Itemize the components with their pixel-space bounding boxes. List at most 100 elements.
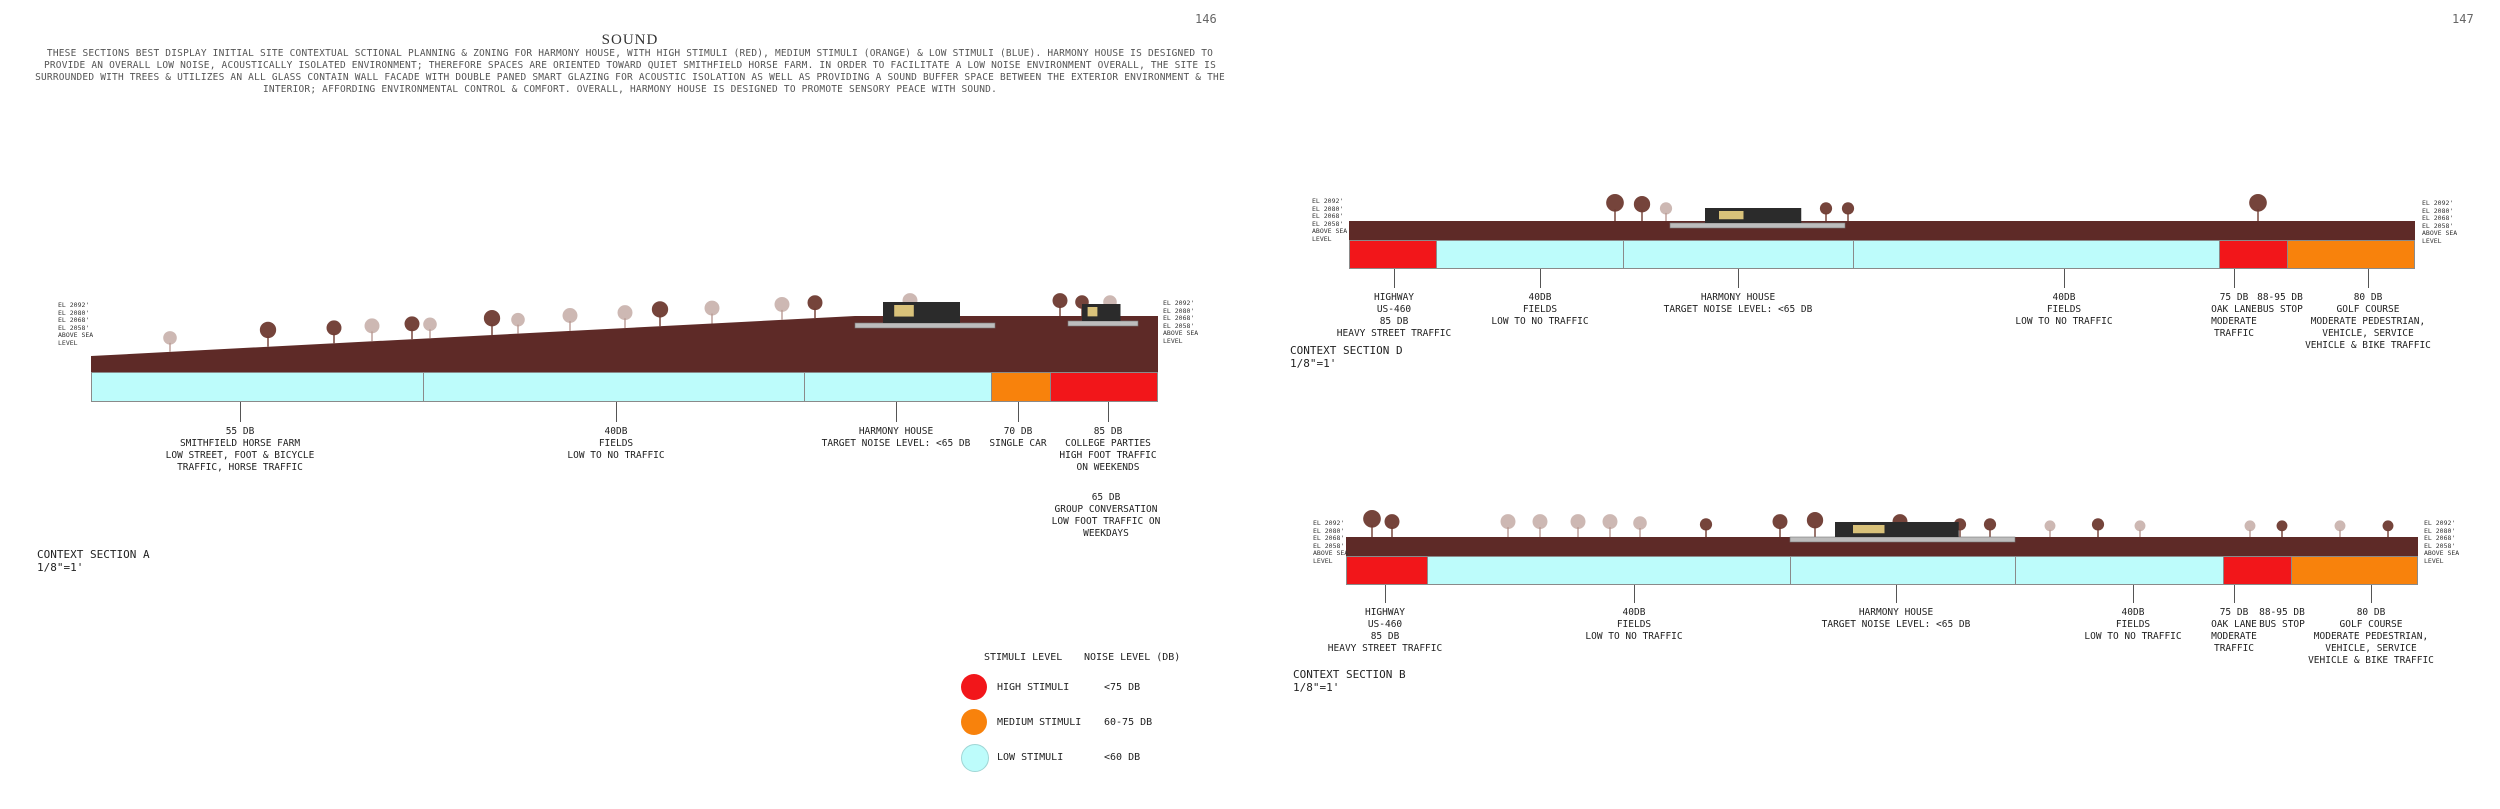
section-d-zone-label-4: 40DB FIELDS LOW TO NO TRAFFIC	[2015, 292, 2112, 328]
section-a-zone-1	[92, 373, 424, 401]
section-b-tree-17-canopy	[2276, 520, 2288, 532]
section-d-zone-5	[2219, 241, 2287, 268]
section-d-zone-label-7: 80 DB GOLF COURSE MODERATE PEDESTRIAN, VEHI…	[2305, 292, 2431, 352]
section-a-harmony-house-plinth	[854, 322, 996, 329]
section-b-tree-2-canopy	[1500, 514, 1516, 530]
section-d-label-line: OAK LANE	[2211, 304, 2257, 315]
section-d-stimuli-strip	[1349, 240, 2415, 269]
section-d-zone-3	[1623, 241, 1853, 268]
section-a-label-line: COLLEGE PARTIES	[1065, 438, 1151, 449]
section-b-zone-1	[1347, 557, 1427, 584]
section-d-label-line: LOW TO NO TRAFFIC	[2015, 316, 2113, 327]
section-b-zone-label-3: HARMONY HOUSE TARGET NOISE LEVEL: <65 DB	[1822, 607, 1971, 631]
section-d-label-line: 40DB	[1528, 292, 1552, 303]
section-a-zone-label-1: 55 DB SMITHFIELD HORSE FARM LOW STREET, FO…	[166, 426, 315, 474]
section-d-zone-label-1: HIGHWAY US-460 85 DB HEAVY STREET TRAFFIC	[1337, 292, 1451, 340]
section-a-label-line: SINGLE CAR	[989, 438, 1047, 449]
section-b-zone-2	[1426, 557, 1790, 584]
section-d-label-line: FIELDS	[1522, 304, 1558, 315]
section-b-tree-9-canopy	[1806, 512, 1824, 529]
section-b-tree-1-canopy	[1384, 514, 1400, 530]
legend-noise-medium: 60-75 DB	[1104, 717, 1153, 728]
medium-stimuli-swatch	[961, 709, 987, 735]
section-b-tree-15-canopy	[2134, 520, 2146, 532]
section-b-zone-6	[2291, 557, 2417, 584]
section-d-label-line: TARGET NOISE LEVEL: <65 DB	[1663, 304, 1813, 315]
section-b-zone-label-6: 88-95 DB BUS STOP	[2259, 607, 2305, 631]
section-d-label-line: HIGHWAY	[1373, 292, 1415, 303]
section-a-harmony-house-glazing	[894, 305, 914, 317]
section-a-tree-13-canopy	[807, 295, 823, 311]
legend-header-noise: NOISE LEVEL (DB)	[1084, 652, 1181, 663]
section-d-label-line: 88-95 DB	[2257, 292, 2303, 303]
section-b-zone-label-1: HIGHWAY US-460 85 DB HEAVY STREET TRAFFIC	[1328, 607, 1442, 655]
section-b-elevation-right: EL 2092' EL 2080' EL 2068' EL 2058' ABOVE SE…	[2424, 519, 2460, 565]
section-d-zone-label-3: HARMONY HOUSE TARGET NOISE LEVEL: <65 DB	[1664, 292, 1813, 316]
section-a-tree-4-canopy	[404, 316, 420, 332]
section-b-zone-4	[2014, 557, 2224, 584]
section-a-zone-label-6: 65 DB GROUP CONVERSATION LOW FOOT TRAFFIC …	[1052, 492, 1161, 540]
section-b-leader-tick-1	[1385, 585, 1386, 603]
section-b-label-line: VEHICLE, SERVICE	[2325, 643, 2417, 654]
section-a-label-line: 85 DB	[1093, 426, 1123, 437]
legend-noise-high: <75 DB	[1104, 682, 1141, 693]
page-title: SOUND	[601, 32, 659, 48]
section-b-label-line: 40DB	[2121, 607, 2145, 618]
section-b-ground	[1346, 537, 2418, 556]
section-b-tree-6-canopy	[1633, 516, 1647, 530]
section-d-label-line: 75 DB	[2219, 292, 2249, 303]
section-d-label-line: FIELDS	[2046, 304, 2082, 315]
section-b-zone-label-4: 40DB FIELDS LOW TO NO TRAFFIC	[2084, 607, 2181, 643]
section-d-tree-1-canopy	[1633, 196, 1651, 213]
section-b-label-line: VEHICLE & BIKE TRAFFIC	[2308, 655, 2434, 666]
section-b-label-line: TARGET NOISE LEVEL: <65 DB	[1821, 619, 1971, 630]
section-b-zone-label-2: 40DB FIELDS LOW TO NO TRAFFIC	[1585, 607, 1682, 643]
section-d-zone-label-2: 40DB FIELDS LOW TO NO TRAFFIC	[1491, 292, 1588, 328]
section-d-zone-1	[1350, 241, 1436, 268]
section-d-label-line: VEHICLE & BIKE TRAFFIC	[2305, 340, 2431, 351]
section-a-label-line: HIGH FOOT TRAFFIC	[1059, 450, 1157, 461]
section-d-leader-tick-2	[1540, 269, 1541, 288]
section-b-tree-5-canopy	[1602, 514, 1618, 530]
section-b-tree-19-canopy	[2382, 520, 2394, 532]
section-b-zone-label-5: 75 DB OAK LANE MODERATE TRAFFIC	[2211, 607, 2257, 655]
section-a-zone-5	[1049, 373, 1158, 401]
page-number-right: 147	[2452, 12, 2474, 26]
section-a-elevation-right: EL 2092' EL 2080' EL 2068' EL 2058' ABOVE SE…	[1163, 299, 1199, 345]
section-d-label-line: LOW TO NO TRAFFIC	[1491, 316, 1589, 327]
stimuli-legend: STIMULI LEVEL NOISE LEVEL (DB) HIGH STIM…	[960, 648, 1190, 778]
section-a-tree-9-canopy	[617, 305, 633, 321]
section-b-label-line: GOLF COURSE	[2339, 619, 2403, 630]
section-b-leader-tick-4	[2133, 585, 2134, 603]
section-b-leader-tick-3	[1896, 585, 1897, 603]
section-a-tree-15-canopy	[1052, 293, 1068, 309]
section-d-label-line: 80 DB	[2353, 292, 2383, 303]
section-d-label-line: TRAFFIC	[2213, 328, 2255, 339]
high-stimuli-swatch	[961, 674, 987, 700]
section-a-label-line: SMITHFIELD HORSE FARM	[179, 438, 301, 449]
section-a-stimuli-strip	[91, 372, 1158, 402]
section-b-label-line: MODERATE PEDESTRIAN,	[2313, 631, 2429, 642]
section-b-label-line: US-460	[1367, 619, 1403, 630]
section-a-label-line: FIELDS	[598, 438, 634, 449]
section-a-label-line: 55 DB	[225, 426, 255, 437]
section-d-label-line: US-460	[1376, 304, 1412, 315]
section-a-neighbor-building-glazing	[1087, 307, 1098, 317]
section-b-label-line: 85 DB	[1370, 631, 1400, 642]
section-b-tree-8-canopy	[1772, 514, 1788, 530]
section-d-tree-5-canopy	[2249, 193, 2267, 212]
section-a-ground	[91, 316, 1158, 372]
legend-header-stimuli: STIMULI LEVEL	[984, 652, 1063, 663]
section-d-label-line: MODERATE PEDESTRIAN,	[2310, 316, 2426, 327]
section-b-harmony-house-glazing	[1853, 525, 1885, 534]
section-a-zone-3	[803, 373, 991, 401]
section-a-neighbor-building-plinth	[1067, 320, 1139, 327]
section-b-zone-3	[1789, 557, 2015, 584]
section-d-label-line: VEHICLE, SERVICE	[2322, 328, 2414, 339]
section-a-zone-label-3: HARMONY HOUSE TARGET NOISE LEVEL: <65 DB	[822, 426, 971, 450]
section-d-zone-2	[1435, 241, 1624, 268]
section-a-leader-tick-3	[896, 402, 897, 422]
section-b-tree-18-canopy	[2334, 520, 2346, 532]
section-d-title: CONTEXT SECTION D 1/8"=1'	[1290, 344, 1403, 370]
